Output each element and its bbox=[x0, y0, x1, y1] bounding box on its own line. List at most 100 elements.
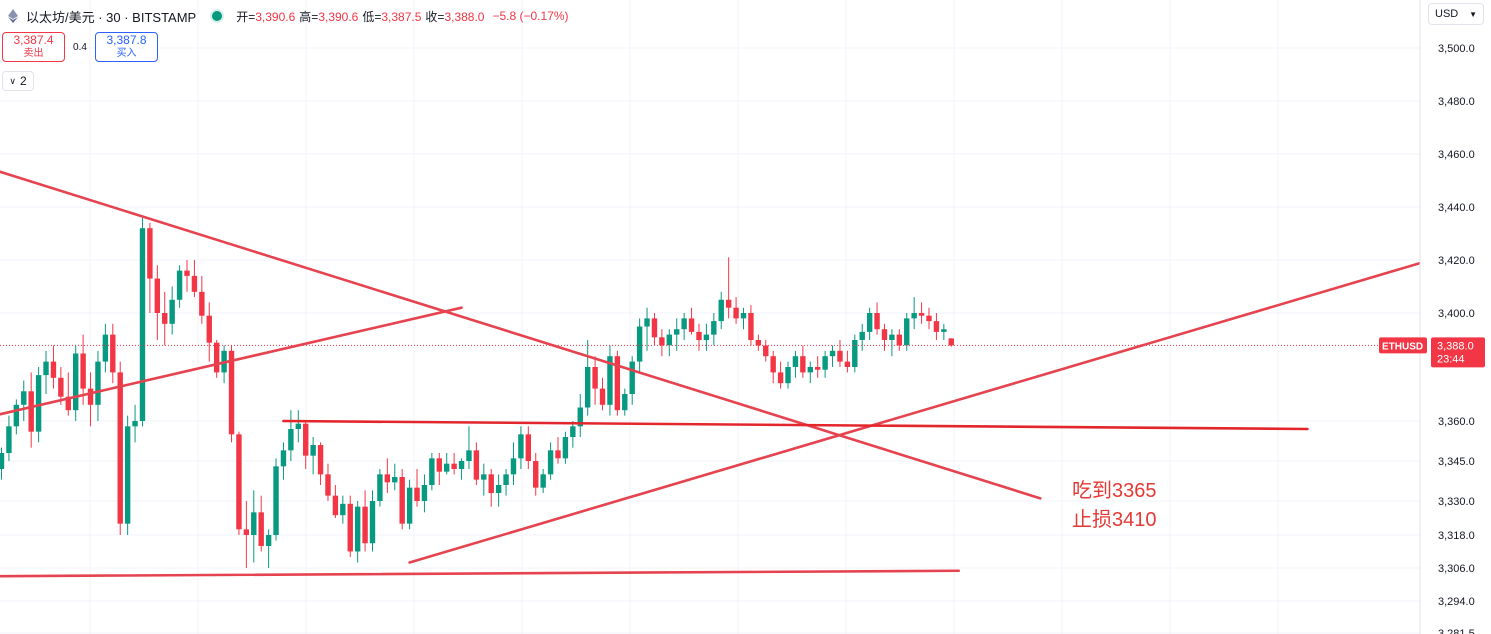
candle-body bbox=[21, 391, 27, 405]
candle-body bbox=[866, 313, 873, 332]
annotation-take-profit: 吃到3365 bbox=[1072, 480, 1157, 502]
candle-body bbox=[666, 334, 672, 346]
candle-body bbox=[28, 391, 34, 432]
candle-body bbox=[213, 342, 220, 373]
ethereum-icon bbox=[8, 9, 18, 23]
candle-body bbox=[147, 228, 153, 279]
currency-label: USD bbox=[1435, 8, 1459, 20]
candle-body bbox=[436, 458, 442, 472]
candle-body bbox=[392, 477, 398, 483]
candle-body bbox=[510, 458, 517, 475]
candle-body bbox=[547, 450, 554, 475]
candle-body bbox=[65, 396, 71, 411]
candle-body bbox=[280, 450, 287, 467]
price-axis[interactable]: 3,500.0 3,480.0 3,460.0 3,440.0 3,420.0 3,400… bbox=[1419, 0, 1491, 634]
candle-body bbox=[540, 474, 546, 488]
candle-body bbox=[124, 426, 131, 524]
candle-body bbox=[258, 512, 264, 546]
candle-body bbox=[362, 506, 368, 544]
candle-body bbox=[837, 350, 843, 362]
candle-body bbox=[852, 340, 858, 367]
last-price-box bbox=[1431, 337, 1485, 368]
market-status-dot bbox=[212, 11, 223, 21]
candle-body bbox=[881, 329, 888, 340]
candle-body bbox=[206, 315, 212, 343]
chevron-down-icon: ▼ bbox=[1469, 9, 1477, 19]
price-tick-label: 3,330.0 bbox=[1438, 496, 1475, 508]
chart-grid bbox=[0, 0, 1420, 634]
price-tick-label: 3,500.0 bbox=[1438, 43, 1475, 55]
currency-select[interactable]: USD ▼ bbox=[1428, 3, 1484, 25]
candle-body bbox=[555, 450, 561, 459]
candle-body bbox=[770, 356, 776, 373]
price-axis-background bbox=[1420, 0, 1491, 634]
price-change: −5.8 (−0.17%) bbox=[492, 9, 569, 23]
price-tick-label: 3,294.0 bbox=[1438, 596, 1475, 608]
candle-body bbox=[577, 407, 583, 427]
symbol-tag bbox=[1379, 337, 1427, 354]
candle-body bbox=[718, 299, 724, 322]
candle-body bbox=[325, 474, 331, 496]
candle-body bbox=[607, 356, 613, 405]
candle-body bbox=[73, 353, 79, 411]
candle-body bbox=[584, 367, 591, 408]
candle-body bbox=[599, 388, 606, 405]
candle-body bbox=[533, 461, 539, 488]
candle-body bbox=[829, 350, 836, 357]
candle-body bbox=[815, 367, 821, 370]
candle-body bbox=[236, 434, 242, 530]
trendline-rising-early bbox=[0, 306, 463, 416]
sell-price: 3,387.4 bbox=[13, 33, 54, 47]
candle-body bbox=[592, 367, 598, 389]
symbol-title[interactable]: 以太坊/美元 · 30 · BITSTAMP bbox=[26, 9, 197, 25]
candle-body bbox=[340, 503, 346, 516]
candle-body bbox=[807, 367, 813, 373]
candle-body bbox=[711, 321, 717, 335]
candle-body bbox=[688, 318, 695, 332]
candle-body bbox=[317, 445, 324, 475]
candle-body bbox=[503, 474, 509, 485]
buy-button[interactable]: 3,387.8 买入 bbox=[95, 32, 158, 62]
candle-body bbox=[681, 318, 687, 330]
price-tick-label: 3,460.0 bbox=[1438, 149, 1475, 161]
candle-body bbox=[466, 450, 472, 461]
candle-body bbox=[859, 331, 865, 340]
candle-body bbox=[495, 485, 502, 493]
candle-body bbox=[154, 278, 161, 313]
trendline-resistance-3357 bbox=[282, 419, 1309, 431]
candle-body bbox=[13, 404, 20, 427]
ohlc-open: 开=3,390.6 bbox=[236, 9, 296, 24]
candle-body bbox=[117, 372, 123, 524]
sell-label: 卖出 bbox=[23, 48, 44, 59]
indicators-toggle-button[interactable]: ∨ 2 bbox=[2, 71, 34, 91]
last-price-label: 3,388.0 bbox=[1437, 340, 1474, 352]
sell-button[interactable]: 3,387.4 卖出 bbox=[2, 32, 65, 62]
candle-body bbox=[169, 299, 175, 324]
candle-body bbox=[429, 458, 435, 485]
candle-body bbox=[755, 340, 762, 346]
candle-body bbox=[733, 307, 739, 319]
candle-body bbox=[58, 377, 64, 397]
candle-body bbox=[273, 466, 279, 535]
candle-body bbox=[384, 474, 391, 483]
price-tick-label: 3,345.0 bbox=[1438, 456, 1475, 468]
price-tick-label: 3,480.0 bbox=[1438, 96, 1475, 108]
candle-body bbox=[651, 318, 658, 338]
candle-body bbox=[481, 474, 487, 480]
candle-body bbox=[35, 375, 42, 432]
candle-body bbox=[918, 313, 925, 316]
price-tick-label: 3,440.0 bbox=[1438, 202, 1475, 214]
price-tick-label: 3,281.5 bbox=[1438, 628, 1475, 634]
candle-body bbox=[303, 423, 309, 456]
candle-body bbox=[926, 315, 932, 322]
candle-body bbox=[102, 334, 109, 362]
candle-body bbox=[414, 487, 420, 501]
price-tick-label: 3,400.0 bbox=[1438, 308, 1475, 320]
candle-body bbox=[0, 453, 5, 469]
candle-body bbox=[369, 501, 376, 544]
candle-body bbox=[243, 529, 250, 535]
candle-body bbox=[406, 487, 413, 524]
candle-body bbox=[933, 321, 940, 332]
candle-body bbox=[622, 394, 628, 411]
